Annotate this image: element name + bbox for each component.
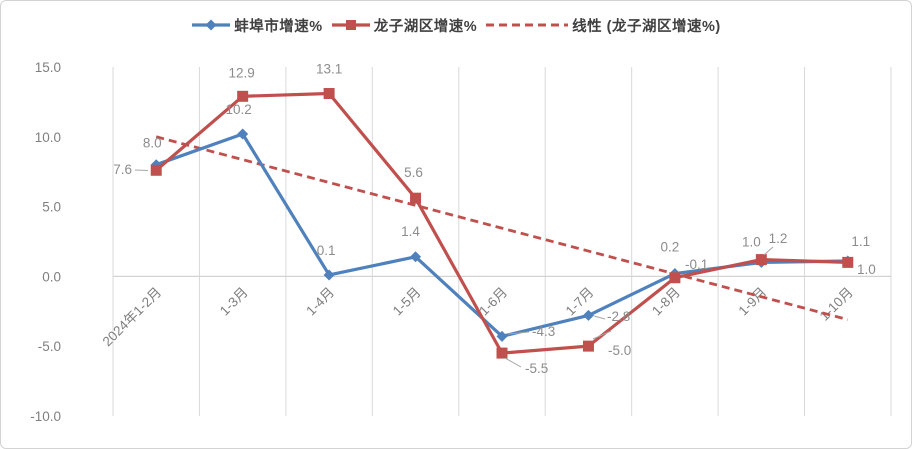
x-axis-tick-label: 1-5月 — [390, 285, 424, 319]
data-label-leader-line — [592, 330, 612, 340]
data-point-marker-square — [237, 90, 249, 102]
data-point-marker-square — [582, 340, 594, 352]
legend-swatch-line-square-icon — [331, 20, 370, 30]
data-label-leader-line — [593, 315, 606, 320]
data-label-leader-line — [134, 169, 149, 171]
data-label: 1.0 — [742, 234, 761, 249]
legend-item-longzihu[interactable]: 龙子湖区增速% — [331, 15, 477, 36]
y-axis-tick-label: 0.0 — [42, 269, 61, 284]
x-axis-tick-label: 1-9月 — [736, 285, 770, 319]
y-axis-tick-label: 10.0 — [35, 130, 61, 145]
x-axis-tick-label: 1-4月 — [303, 285, 337, 319]
x-axis-tick-label: 1-8月 — [649, 285, 683, 319]
y-axis-tick-label: -5.0 — [38, 339, 61, 354]
data-point-marker-diamond — [496, 330, 508, 342]
x-axis-tick-label: 1-3月 — [217, 285, 251, 319]
data-label-leader-line — [763, 246, 774, 256]
data-label-leader-line — [507, 331, 530, 335]
data-point-marker-diamond — [237, 128, 249, 140]
data-label: -4.3 — [532, 324, 555, 339]
data-point-marker-square — [842, 256, 854, 268]
data-label: 1.1 — [851, 234, 870, 249]
data-label: 0.2 — [660, 240, 679, 255]
data-point-marker-square — [755, 254, 767, 266]
data-label: 1.4 — [401, 224, 420, 239]
legend-item-bengbu[interactable]: 蚌埠市增速% — [191, 15, 322, 36]
data-label: -0.1 — [685, 257, 708, 272]
data-point-marker-square — [669, 272, 681, 284]
data-label: 10.2 — [226, 102, 252, 117]
data-label: -5.0 — [608, 343, 631, 358]
data-label: 7.6 — [113, 162, 132, 177]
data-point-marker-diamond — [410, 251, 422, 263]
data-label: 8.0 — [143, 136, 162, 151]
y-axis-tick-label: 15.0 — [35, 60, 61, 75]
data-point-marker-square — [410, 192, 422, 204]
data-point-marker-diamond — [323, 269, 335, 281]
data-label: 12.9 — [229, 65, 255, 80]
data-label: -2.8 — [607, 309, 630, 324]
y-axis-tick-label: 5.0 — [42, 200, 61, 215]
data-label: 13.1 — [316, 62, 342, 77]
legend-label-bengbu: 蚌埠市增速% — [234, 18, 323, 35]
data-point-marker-square — [323, 88, 335, 100]
legend-swatch-line-diamond-icon — [192, 19, 231, 31]
chart-legend: 蚌埠市增速% 龙子湖区增速% 线性 (龙子湖区增速%) — [1, 13, 911, 37]
data-label: -5.5 — [525, 361, 548, 376]
data-point-marker-square — [496, 347, 508, 359]
data-label-leader-line — [504, 357, 522, 368]
legend-swatch-dashed-line-icon — [486, 23, 569, 27]
data-label: 1.0 — [857, 262, 876, 277]
data-point-marker-diamond — [582, 309, 594, 321]
x-axis-tick-label: 2024年1-2月 — [100, 285, 165, 350]
data-point-marker-square — [150, 164, 162, 176]
trendline — [155, 135, 849, 321]
legend-label-trendline: 线性 (龙子湖区增速%) — [572, 18, 721, 35]
data-label: 1.2 — [769, 231, 788, 246]
legend-item-trendline[interactable]: 线性 (龙子湖区增速%) — [485, 15, 721, 36]
data-label: 0.1 — [317, 243, 336, 258]
data-label: 5.6 — [404, 165, 423, 180]
legend-label-longzihu: 龙子湖区增速% — [373, 18, 478, 35]
y-axis-tick-label: -10.0 — [30, 409, 61, 424]
